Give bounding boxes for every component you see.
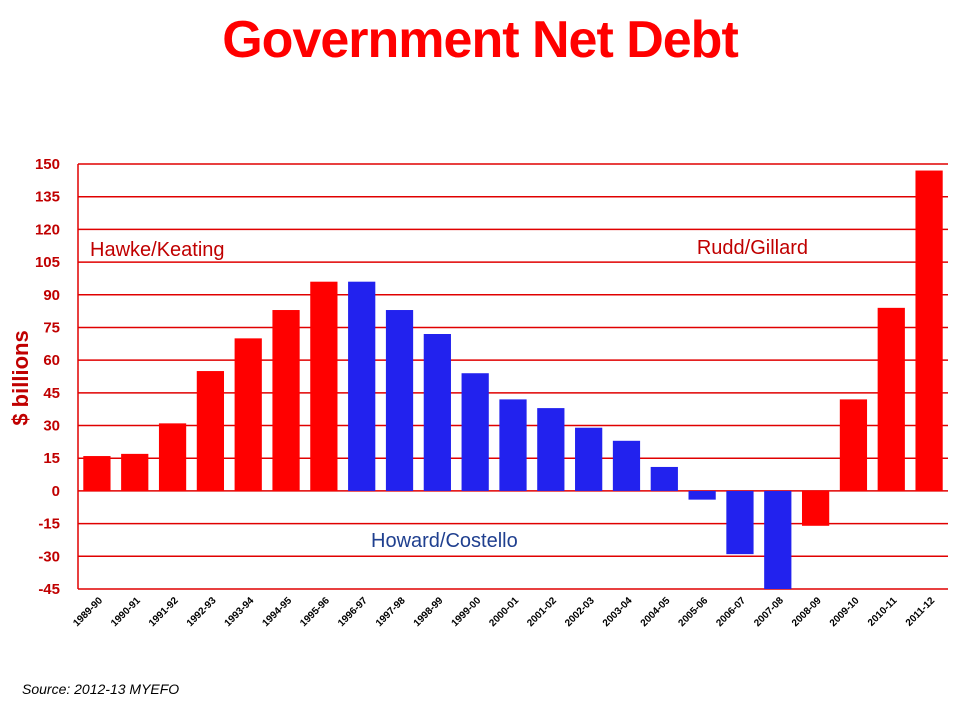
x-tick-label: 2007-08 xyxy=(752,595,786,629)
bar-2009-10 xyxy=(839,399,868,491)
y-axis-label: $ billions xyxy=(8,330,33,425)
x-tick-label: 2000-01 xyxy=(487,595,521,629)
x-tick-label: 1992-93 xyxy=(185,595,219,629)
y-tick-label: 90 xyxy=(43,287,60,304)
y-tick-label: 15 xyxy=(43,450,60,467)
x-tick-label: 2010-11 xyxy=(866,595,900,629)
x-tick-label: 1999-00 xyxy=(450,595,484,629)
x-tick-labels: 1989-90 1990-91 1991-92 1992-93 1993-94 1994-… xyxy=(71,595,937,629)
y-tick-label: 45 xyxy=(43,385,60,402)
y-tick-label: 105 xyxy=(35,254,60,271)
y-tick-label: -30 xyxy=(38,548,60,565)
y-tick-label: 0 xyxy=(52,483,60,500)
x-tick-label: 1990-91 xyxy=(109,595,143,629)
bar-1990-91 xyxy=(121,453,149,491)
x-tick-label: 2002-03 xyxy=(563,595,597,629)
x-tick-label: 2001-02 xyxy=(525,595,559,629)
x-tick-label: 2004-05 xyxy=(639,595,673,629)
bar-2000-01 xyxy=(499,399,527,491)
x-tick-label: 1991-92 xyxy=(147,595,181,629)
bar-2011-12 xyxy=(915,170,943,491)
source-note: Source: 2012-13 MYEFO xyxy=(22,681,180,697)
bar-1998-99 xyxy=(423,334,451,491)
y-tick-label: 30 xyxy=(43,418,60,435)
bar-1993-94 xyxy=(234,338,262,491)
bars xyxy=(83,170,943,589)
x-tick-label: 1996-97 xyxy=(336,595,370,629)
chart-title: Government Net Debt xyxy=(222,11,739,69)
annotation-hawke-keating: Hawke/Keating xyxy=(90,239,225,261)
bar-2005-06 xyxy=(688,490,716,500)
x-tick-label: 1998-99 xyxy=(412,595,446,629)
x-tick-label: 2006-07 xyxy=(714,595,748,629)
annotation-howard-costello: Howard/Costello xyxy=(371,530,518,552)
y-tick-label: -15 xyxy=(38,516,60,533)
y-tick-label: 60 xyxy=(43,352,60,369)
x-tick-label: 1989-90 xyxy=(71,595,105,629)
bar-2007-08 xyxy=(764,490,792,589)
bar-2002-03 xyxy=(575,427,603,491)
x-tick-label: 2009-10 xyxy=(828,595,862,629)
y-tick-label: -45 xyxy=(38,581,60,598)
bar-1997-98 xyxy=(385,310,414,491)
y-tick-label: 75 xyxy=(43,319,60,336)
bar-1992-93 xyxy=(196,371,225,491)
bar-1996-97 xyxy=(348,281,376,491)
bar-1995-96 xyxy=(310,281,338,491)
y-tick-label: 120 xyxy=(35,221,60,238)
bar-1999-00 xyxy=(461,373,489,491)
x-tick-label: 1994-95 xyxy=(260,595,294,629)
annotation-rudd-gillard: Rudd/Gillard xyxy=(697,237,808,259)
x-tick-label: 1995-96 xyxy=(298,595,332,629)
bar-2001-02 xyxy=(537,408,565,491)
y-tick-label: 135 xyxy=(35,189,60,206)
bar-2006-07 xyxy=(726,490,754,555)
bar-1991-92 xyxy=(158,423,187,491)
bar-2004-05 xyxy=(650,466,678,491)
x-tick-label: 2005-06 xyxy=(677,595,711,629)
x-tick-label: 2011-12 xyxy=(904,595,938,629)
x-tick-label: 1993-94 xyxy=(223,595,257,629)
x-tick-label: 2008-09 xyxy=(790,595,824,629)
bar-1994-95 xyxy=(272,310,300,491)
bar-2010-11 xyxy=(877,307,905,491)
x-tick-label: 1997-98 xyxy=(374,595,408,629)
bar-1989-90 xyxy=(83,456,111,491)
bar-2003-04 xyxy=(612,440,641,491)
bar-2008-09 xyxy=(801,490,830,526)
x-tick-label: 2003-04 xyxy=(601,595,635,629)
y-tick-label: 150 xyxy=(35,156,60,173)
